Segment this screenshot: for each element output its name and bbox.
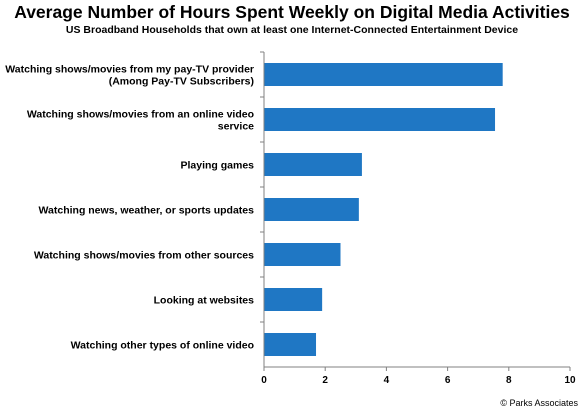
- category-label-1-line-0: Watching shows/movies from an online vid…: [27, 109, 254, 121]
- x-tick-label-5: 10: [564, 375, 576, 386]
- x-tick-label-1: 2: [322, 375, 328, 386]
- bar-1: [264, 108, 496, 131]
- category-label-0-line-0: Watching shows/movies from my pay-TV pro…: [5, 64, 254, 76]
- bar-5: [264, 288, 323, 311]
- x-tick-label-4: 8: [506, 375, 512, 386]
- category-label-4: Watching shows/movies from other sources: [34, 250, 254, 262]
- category-label-2: Playing games: [180, 160, 254, 172]
- bar-4: [264, 243, 341, 266]
- bar-2: [264, 153, 362, 176]
- chart-subtitle: US Broadband Households that own at leas…: [66, 24, 518, 36]
- bar-0: [264, 63, 503, 86]
- x-tick-label-0: 0: [261, 375, 267, 386]
- category-label-6: Watching other types of online video: [71, 340, 254, 352]
- bar-3: [264, 198, 359, 221]
- bar-6: [264, 333, 317, 356]
- category-label-5: Looking at websites: [154, 295, 255, 307]
- plot-area: Watching shows/movies from my pay-TV pro…: [5, 51, 576, 386]
- source-credit: © Parks Associates: [500, 398, 578, 408]
- chart-title: Average Number of Hours Spent Weekly on …: [14, 2, 570, 22]
- category-label-0-line-1: (Among Pay-TV Subscribers): [109, 76, 254, 88]
- category-label-1-line-1: service: [218, 121, 254, 133]
- x-tick-label-3: 6: [445, 375, 451, 386]
- x-tick-label-2: 4: [384, 375, 390, 386]
- category-label-3: Watching news, weather, or sports update…: [39, 205, 255, 217]
